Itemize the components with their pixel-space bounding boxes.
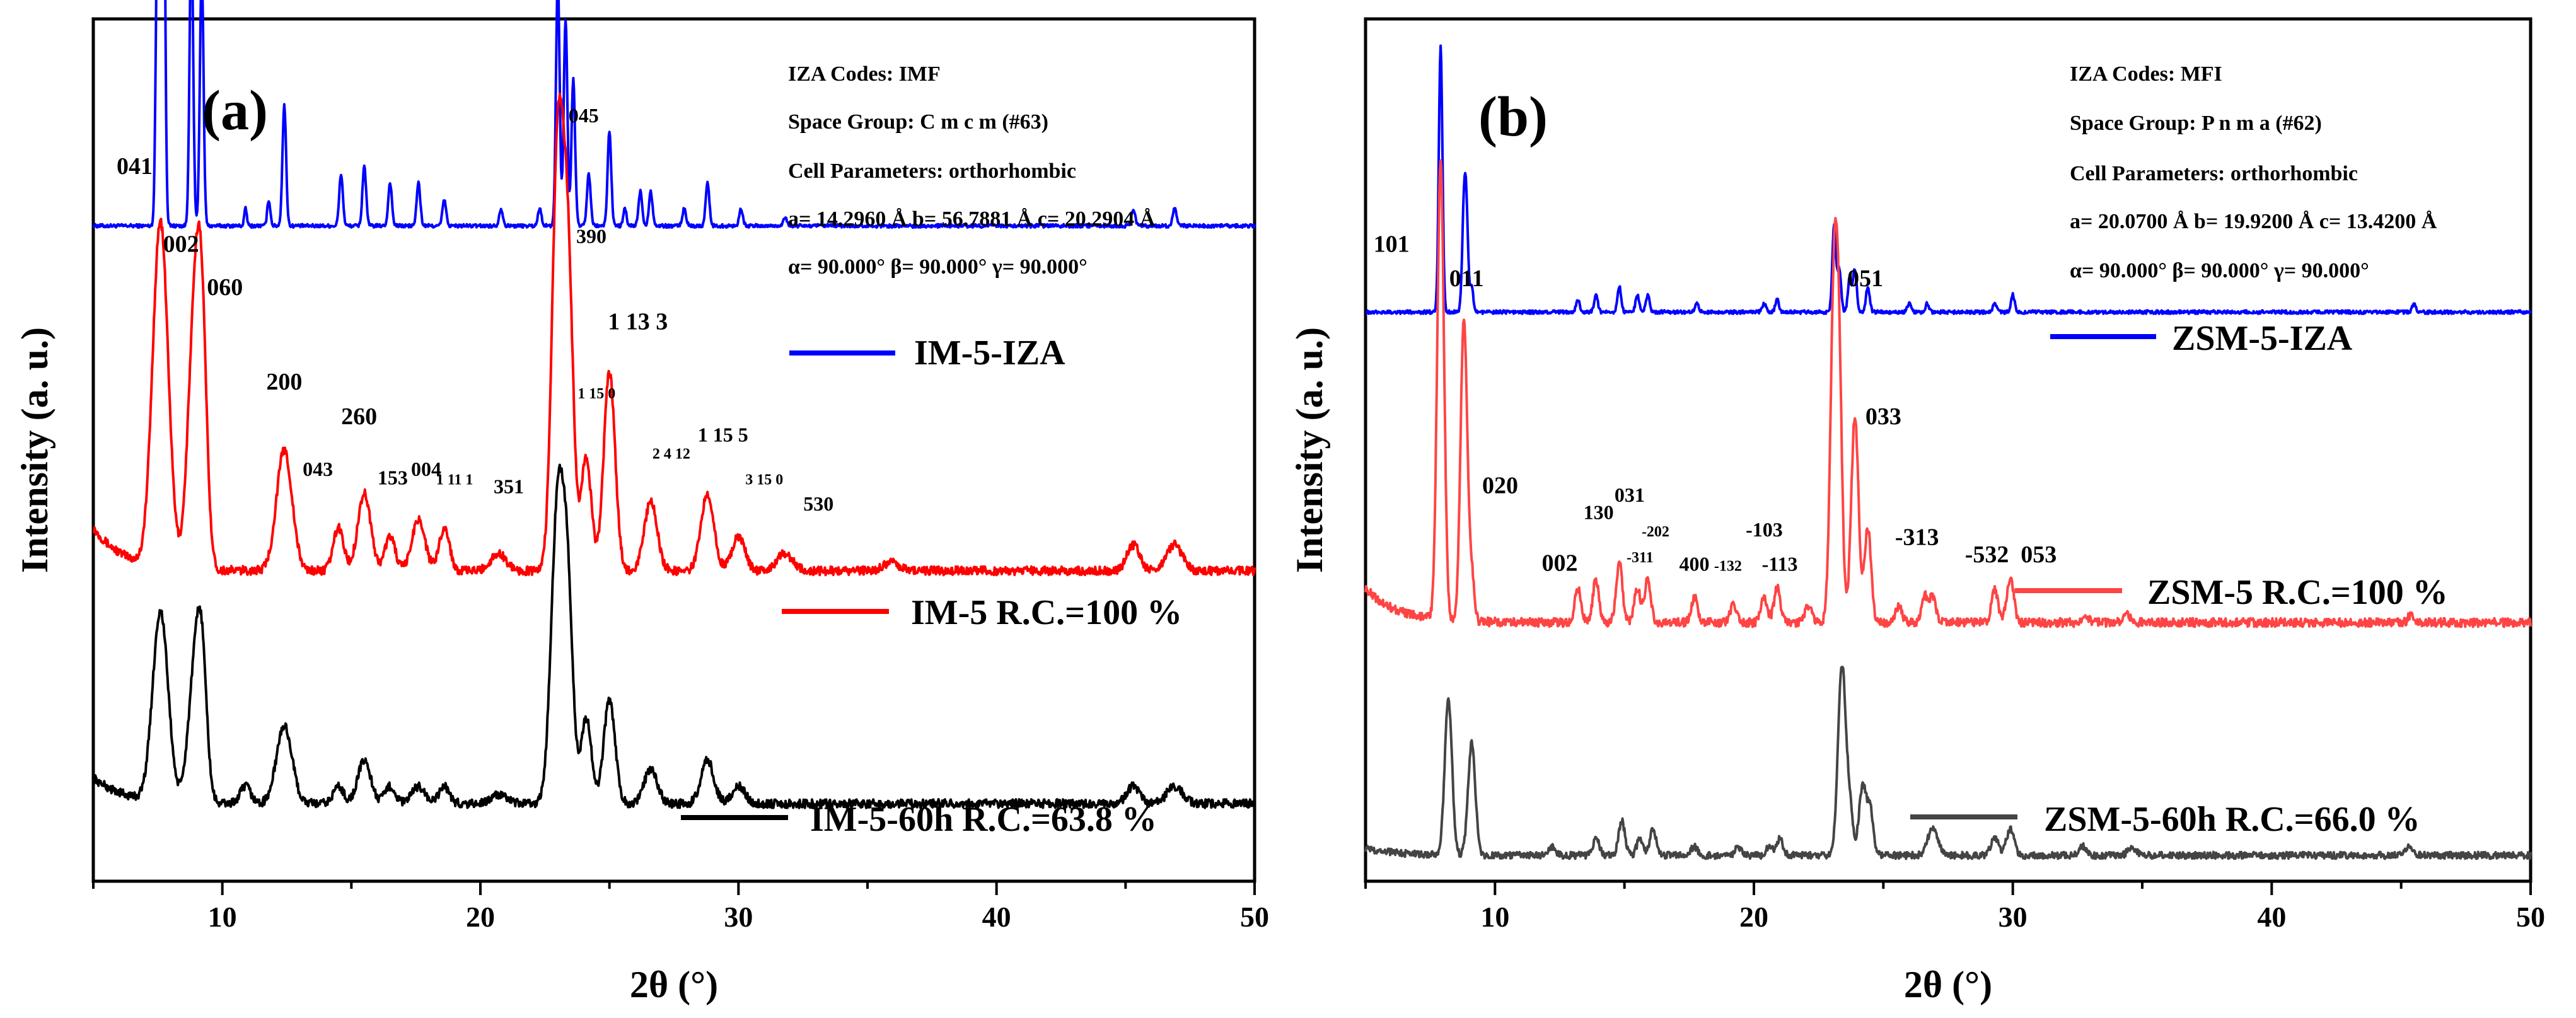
x-tick-label: 40 bbox=[982, 901, 1011, 933]
panel-a-frame bbox=[91, 17, 1256, 883]
legend-label-im5: IM-5 R.C.=100 % bbox=[911, 593, 1182, 632]
peak-label: 1 11 1 bbox=[436, 472, 473, 489]
peak-label: 101 bbox=[1374, 231, 1410, 257]
peak-label: -313 bbox=[1895, 524, 1939, 550]
peak-label: 1 13 3 bbox=[608, 308, 668, 335]
peak-label: 1 15 5 bbox=[698, 423, 748, 446]
x-tick-label: 30 bbox=[724, 901, 753, 933]
peak-label: 3 15 0 bbox=[745, 472, 783, 489]
peak-label: -103 bbox=[1746, 518, 1783, 541]
panel-b-info-line: Cell Parameters: orthorhombic bbox=[2070, 162, 2358, 185]
peak-label: 130 bbox=[1584, 500, 1614, 523]
panel-b-info-line: α= 90.000° β= 90.000° γ= 90.000° bbox=[2070, 259, 2369, 282]
legend-label-im5-iza: IM-5-IZA bbox=[914, 333, 1065, 373]
panel-a-y-axis-title: Intensity (a. u.) bbox=[14, 327, 55, 573]
peak-label: 053 bbox=[2021, 541, 2057, 568]
panel-b-frame bbox=[1364, 17, 2532, 883]
series-line-im-5-60h-r-c-63-8- bbox=[92, 463, 1256, 809]
panel-b-series bbox=[1364, 44, 2532, 860]
peak-label: 2 4 12 bbox=[653, 446, 690, 463]
panel-a-info-box: IZA Codes: IMF Space Group: C m c m (#63… bbox=[788, 62, 1156, 279]
panel-b-info-line: Space Group: P n m a (#62) bbox=[2070, 112, 2322, 135]
peak-label: 051 bbox=[1847, 265, 1883, 292]
panel-a-info-line: Cell Parameters: orthorhombic bbox=[788, 159, 1076, 183]
panel-b: 10 20 30 40 50 (b) 2θ (°) Intensity (a. u.) … bbox=[1289, 17, 2545, 1005]
peak-label: 031 bbox=[1615, 483, 1645, 506]
legend-label-zsm5-iza: ZSM-5-IZA bbox=[2172, 319, 2353, 358]
panel-b-info-line: a= 20.0700 Å b= 19.9200 Å c= 13.4200 Å bbox=[2070, 210, 2437, 233]
series-line-zsm-5-60h-r-c-66-0- bbox=[1364, 666, 2532, 860]
x-tick-label: 50 bbox=[2516, 901, 2545, 933]
panel-b-legend: ZSM-5-IZA ZSM-5 R.C.=100 % ZSM-5-60h R.C… bbox=[1910, 319, 2448, 839]
legend-label-zsm5: ZSM-5 R.C.=100 % bbox=[2147, 573, 2448, 612]
peak-label: 041 bbox=[117, 153, 153, 180]
peak-label: 260 bbox=[341, 403, 377, 430]
peak-label: 033 bbox=[1865, 403, 1901, 430]
x-tick-label: 50 bbox=[1240, 901, 1269, 933]
panel-a-info-line: IZA Codes: IMF bbox=[788, 62, 941, 86]
peak-label: 045 bbox=[569, 104, 599, 127]
peak-label: 002 bbox=[1542, 550, 1578, 577]
peak-label: 390 bbox=[576, 225, 606, 248]
series-line-im-5-r-c-100- bbox=[93, 92, 1256, 577]
panel-a: 10 20 30 40 50 (a) 2θ (°) Intensity (a. u.) … bbox=[14, 0, 1269, 1005]
panel-a-ticks: 10 20 30 40 50 bbox=[92, 881, 1269, 933]
legend-label-im5-60h: IM-5-60h R.C.=63.8 % bbox=[810, 800, 1157, 839]
panel-a-info-line: a= 14.2960 Å b= 56.7881 Å c= 20.2904 Å bbox=[788, 207, 1156, 231]
panel-b-label: (b) bbox=[1478, 86, 1548, 148]
peak-label: 153 bbox=[378, 466, 408, 489]
legend-label-zsm5-60h: ZSM-5-60h R.C.=66.0 % bbox=[2044, 800, 2420, 839]
series-line-zsm-5-r-c-100- bbox=[1364, 159, 2532, 628]
series-line-im-5-iza bbox=[92, 0, 1256, 229]
x-tick-label: 20 bbox=[1739, 901, 1768, 933]
panel-b-y-axis-title: Intensity (a. u.) bbox=[1289, 327, 1330, 573]
panel-a-x-axis-title: 2θ (°) bbox=[630, 964, 718, 1005]
panel-b-info-box: IZA Codes: MFI Space Group: P n m a (#62… bbox=[2070, 62, 2437, 282]
x-tick-label: 10 bbox=[1480, 901, 1509, 933]
peak-label: 020 bbox=[1482, 472, 1518, 499]
peak-label: 351 bbox=[494, 475, 524, 497]
peak-label: 400 bbox=[1680, 553, 1710, 576]
panel-a-info-line: α= 90.000° β= 90.000° γ= 90.000° bbox=[788, 255, 1088, 279]
peak-label: -132 bbox=[1714, 558, 1742, 575]
panel-a-label: (a) bbox=[202, 79, 268, 142]
peak-label: 002 bbox=[163, 231, 199, 257]
x-tick-label: 20 bbox=[466, 901, 495, 933]
peak-label: 011 bbox=[1449, 265, 1484, 292]
series-line-zsm-5-iza bbox=[1365, 44, 2532, 315]
panel-b-ticks: 10 20 30 40 50 bbox=[1364, 881, 2545, 933]
peak-label: 004 bbox=[411, 458, 441, 480]
peak-label: 1 15 0 bbox=[577, 386, 615, 402]
peak-label: 043 bbox=[303, 458, 333, 480]
x-tick-label: 30 bbox=[1999, 901, 2028, 933]
panel-a-legend: IM-5-IZA IM-5 R.C.=100 % IM-5-60h R.C.=6… bbox=[681, 333, 1182, 839]
peak-label: 200 bbox=[266, 369, 302, 395]
peak-label: -202 bbox=[1642, 524, 1669, 540]
x-tick-label: 10 bbox=[208, 901, 237, 933]
panel-b-x-axis-title: 2θ (°) bbox=[1904, 964, 1992, 1005]
peak-label: -113 bbox=[1762, 553, 1798, 576]
peak-label: 530 bbox=[803, 492, 833, 515]
x-tick-label: 40 bbox=[2257, 901, 2286, 933]
panel-b-info-line: IZA Codes: MFI bbox=[2070, 62, 2222, 86]
panel-a-info-line: Space Group: C m c m (#63) bbox=[788, 110, 1048, 134]
peak-label: -311 bbox=[1627, 550, 1654, 566]
panel-a-series bbox=[92, 0, 1256, 809]
peak-label: -532 bbox=[1965, 541, 2009, 568]
peak-label: 060 bbox=[207, 274, 243, 301]
